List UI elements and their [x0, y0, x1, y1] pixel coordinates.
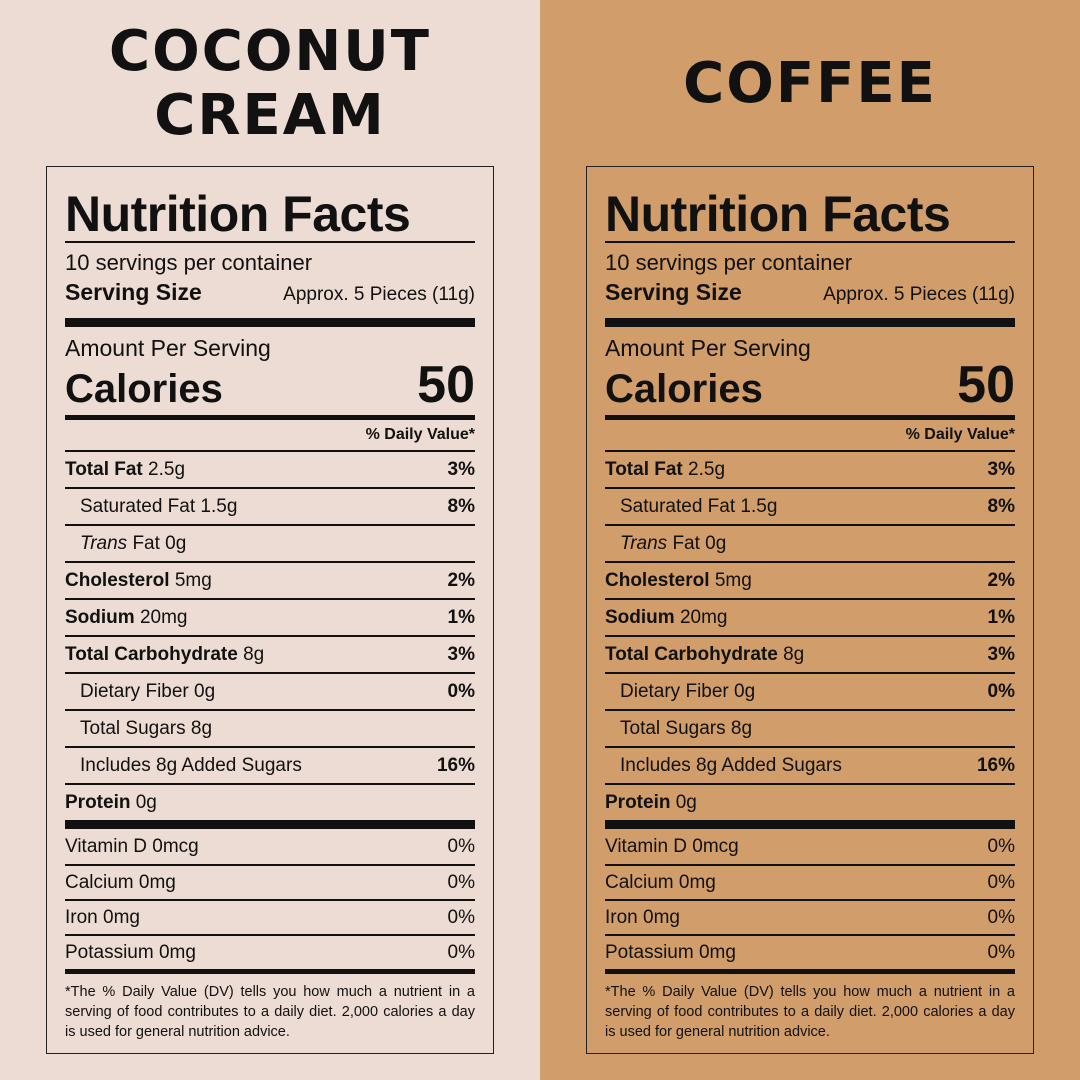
vitamin-row-vitamin-d: Vitamin D 0mcg 0%	[605, 835, 1015, 857]
nutrient-row-total-sugars: Total Sugars 8g	[605, 709, 1015, 746]
vitamin-row-calcium: Calcium 0mg 0%	[65, 864, 475, 899]
nutrient-row-total-carbohydrate: Total Carbohydrate 8g 3%	[65, 635, 475, 672]
daily-value-footnote: *The % Daily Value (DV) tells you how mu…	[605, 969, 1015, 1042]
vitamin-row-potassium: Potassium 0mg 0%	[65, 934, 475, 969]
calories-row: Calories 50	[605, 359, 1015, 411]
vitamin-row-potassium: Potassium 0mg 0%	[605, 934, 1015, 969]
flavor-title-line1: COFFEE	[683, 51, 937, 116]
nutrient-row-dietary-fiber: Dietary Fiber 0g 0%	[65, 672, 475, 709]
serving-size-row: Serving Size Approx. 5 Pieces (11g)	[65, 277, 475, 310]
daily-value-header: % Daily Value*	[365, 426, 475, 443]
serving-size-value: Approx. 5 Pieces (11g)	[283, 284, 475, 305]
servings-per-container: 10 servings per container	[605, 250, 853, 275]
calories-row: Calories 50	[65, 359, 475, 411]
calories-label: Calories	[65, 367, 223, 411]
nutrient-row-cholesterol: Cholesterol 5mg 2%	[65, 561, 475, 598]
nutrient-row-added-sugars: Includes 8g Added Sugars 16%	[605, 746, 1015, 783]
flavor-title-line1: COCONUT	[109, 19, 431, 84]
flavor-title: COFFEE	[540, 52, 1080, 116]
nutrient-row-protein: Protein 0g	[605, 783, 1015, 820]
serving-size-row: Serving Size Approx. 5 Pieces (11g)	[605, 277, 1015, 310]
calories-value: 50	[417, 356, 475, 414]
flavor-title-line2: CREAM	[154, 83, 386, 148]
calories-label: Calories	[605, 367, 763, 411]
nutrient-row-total-fat: Total Fat 2.5g 3%	[65, 450, 475, 487]
coffee-section: COFFEE Nutrition Facts 10 servings per c…	[540, 0, 1080, 1080]
amount-per-serving: Amount Per Serving	[605, 335, 811, 361]
nutrition-facts-title: Nutrition Facts	[65, 186, 411, 242]
vitamin-row-calcium: Calcium 0mg 0%	[605, 864, 1015, 899]
nutrient-row-total-sugars: Total Sugars 8g	[65, 709, 475, 746]
nutrient-row-saturated-fat: Saturated Fat 1.5g 8%	[605, 487, 1015, 524]
nutrition-facts-panel: Nutrition Facts 10 servings per containe…	[46, 166, 494, 1054]
nutrient-row-trans-fat: Trans Fat 0g	[605, 524, 1015, 561]
nutrient-row-saturated-fat: Saturated Fat 1.5g 8%	[65, 487, 475, 524]
vitamin-row-iron: Iron 0mg 0%	[605, 899, 1015, 934]
nutrient-row-total-fat: Total Fat 2.5g 3%	[605, 450, 1015, 487]
nutrient-row-trans-fat: Trans Fat 0g	[65, 524, 475, 561]
servings-per-container: 10 servings per container	[65, 250, 313, 275]
nutrient-row-sodium: Sodium 20mg 1%	[605, 598, 1015, 635]
nutrition-facts-title: Nutrition Facts	[605, 186, 951, 242]
calories-value: 50	[957, 356, 1015, 414]
flavor-title: COCONUT CREAM	[0, 20, 540, 148]
vitamin-row-vitamin-d: Vitamin D 0mcg 0%	[65, 835, 475, 857]
nutrient-row-cholesterol: Cholesterol 5mg 2%	[605, 561, 1015, 598]
daily-value-footnote: *The % Daily Value (DV) tells you how mu…	[65, 969, 475, 1042]
daily-value-header: % Daily Value*	[905, 426, 1015, 443]
nutrient-row-added-sugars: Includes 8g Added Sugars 16%	[65, 746, 475, 783]
nutrition-facts-panel: Nutrition Facts 10 servings per containe…	[586, 166, 1034, 1054]
amount-per-serving: Amount Per Serving	[65, 335, 271, 361]
vitamin-row-iron: Iron 0mg 0%	[65, 899, 475, 934]
serving-size-label: Serving Size	[65, 279, 202, 305]
serving-size-value: Approx. 5 Pieces (11g)	[823, 284, 1015, 305]
nutrient-row-protein: Protein 0g	[65, 783, 475, 820]
nutrient-row-dietary-fiber: Dietary Fiber 0g 0%	[605, 672, 1015, 709]
nutrient-row-sodium: Sodium 20mg 1%	[65, 598, 475, 635]
coconut-cream-section: COCONUT CREAM Nutrition Facts 10 serving…	[0, 0, 540, 1080]
serving-size-label: Serving Size	[605, 279, 742, 305]
nutrient-row-total-carbohydrate: Total Carbohydrate 8g 3%	[605, 635, 1015, 672]
